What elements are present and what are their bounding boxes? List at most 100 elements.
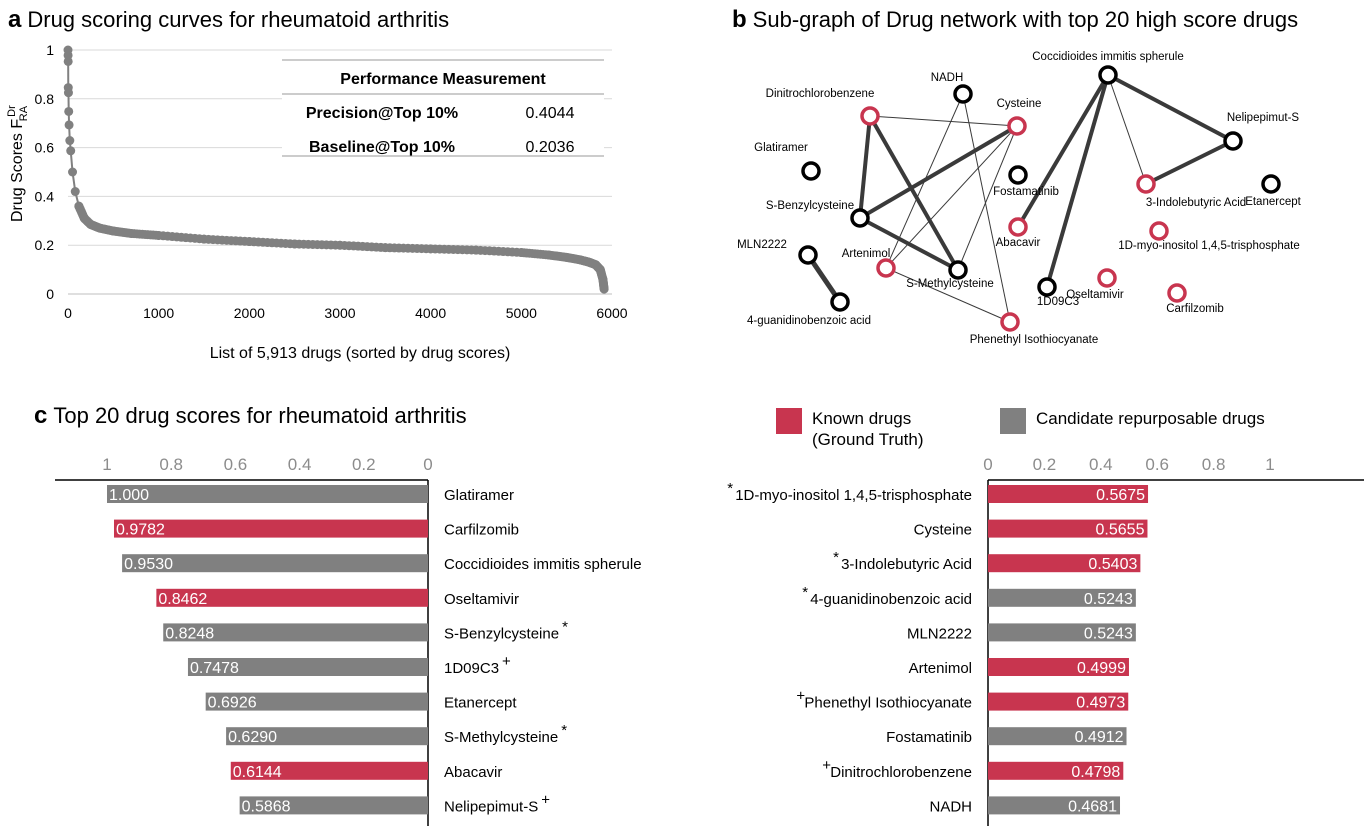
- network-node: [1000, 312, 1020, 332]
- bar-value-label: 0.8462: [158, 591, 207, 608]
- bar-value-label: 0.5243: [1084, 625, 1133, 642]
- network-edge: [957, 125, 1018, 271]
- network-node: [1149, 221, 1169, 241]
- bar-axis-tick-label: 0.2: [1033, 455, 1057, 474]
- network-edge: [1107, 74, 1147, 185]
- bar-axis-tick-label: 0: [423, 455, 432, 474]
- bar-axis-tick-label: 1: [102, 455, 111, 474]
- network-node-label: NADH: [931, 72, 964, 84]
- legend-candidate: Candidate repurposable drugs: [1000, 408, 1265, 434]
- bar-value-label: 0.8248: [165, 625, 214, 642]
- network-edge: [1045, 74, 1110, 288]
- bar-axis-tick-label: 0: [983, 455, 992, 474]
- panel-b-title: b Sub-graph of Drug network with top 20 h…: [732, 6, 1298, 34]
- x-axis-label: List of 5,913 drugs (sorted by drug scor…: [210, 345, 511, 362]
- x-tick-label: 4000: [415, 305, 446, 321]
- category-label: Oseltamivir: [444, 591, 519, 608]
- y-axis-label: Drug Scores FDrRA: [6, 105, 30, 222]
- bar: [156, 588, 428, 607]
- network-node-label: 1D-myo-inositol 1,4,5-trisphosphate: [1118, 240, 1300, 252]
- network-edge: [885, 125, 1018, 269]
- bar: [187, 658, 428, 676]
- category-label: S-Methylcysteine: [444, 729, 558, 746]
- network-edge: [859, 216, 959, 272]
- bar-value-label: 0.4999: [1077, 660, 1126, 677]
- network-node-label: Carfilzomib: [1166, 303, 1224, 315]
- category-label: Coccidioides immitis spherule: [444, 556, 642, 573]
- data-point: [66, 146, 76, 156]
- panel-b-title-text: Sub-graph of Drug network with top 20 hi…: [752, 7, 1299, 32]
- panel-a-title: a Drug scoring curves for rheumatoid arth…: [8, 6, 449, 34]
- category-label: Glatiramer: [444, 487, 514, 504]
- bar: [988, 623, 1136, 642]
- panel-a-letter: a: [8, 6, 22, 33]
- panel-c-title: c Top 20 drug scores for rheumatoid arthr…: [34, 402, 467, 430]
- perf-table-row-value: 0.4044: [526, 105, 575, 122]
- network-edge: [885, 267, 1011, 323]
- bar: [988, 692, 1129, 711]
- category-label: Nelipepimut-S: [444, 798, 538, 815]
- network-node-label: Nelipepimut-S: [1227, 112, 1300, 124]
- network-node-label: S-Methylcysteine: [906, 278, 994, 290]
- bar: [988, 796, 1121, 815]
- bar: [163, 623, 428, 642]
- bar-value-label: 1.000: [109, 487, 149, 504]
- legend-candidate-swatch: [1000, 408, 1026, 434]
- network-node-label: Oseltamivir: [1066, 289, 1124, 301]
- x-tick-label: 2000: [234, 305, 265, 321]
- bar: [226, 727, 428, 746]
- data-point: [65, 136, 75, 146]
- category-label: MLN2222: [907, 625, 972, 642]
- legend-known: Known drugs (Ground Truth): [776, 408, 924, 450]
- network-node: [948, 260, 968, 280]
- bar: [122, 554, 428, 573]
- network-node: [860, 106, 880, 126]
- category-label: S-Benzylcysteine: [444, 625, 559, 642]
- bar-value-label: 0.5868: [242, 798, 291, 815]
- footnote-mark: +: [822, 757, 831, 774]
- bar: [988, 588, 1136, 607]
- bar-value-label: 0.5243: [1084, 591, 1133, 608]
- network-node-label: Etanercept: [1245, 196, 1301, 208]
- score-curve-chart: 0 0.2 0.4 0.6 0.8 1 0 1000 2000 3000 4000 5000 6000 L…: [6, 42, 628, 362]
- category-label: 1D-myo-inositol 1,4,5-trisphosphate: [735, 487, 972, 504]
- x-tick-label: 6000: [596, 305, 627, 321]
- network-node: [1008, 165, 1028, 185]
- footnote-mark: *: [833, 549, 839, 566]
- panel-c-letter: c: [34, 402, 48, 429]
- bar-value-label: 0.9782: [116, 522, 165, 539]
- network-node: [830, 292, 850, 312]
- network-edge: [1145, 139, 1234, 186]
- network-node: [1223, 131, 1243, 151]
- category-label: NADH: [929, 798, 972, 815]
- data-point: [64, 106, 74, 116]
- bar-value-label: 0.6144: [233, 764, 282, 781]
- category-label: 4-guanidinobenzoic acid: [810, 591, 972, 608]
- network-node: [798, 245, 818, 265]
- bar-value-label: 0.4973: [1076, 695, 1125, 712]
- network-edge: [1107, 73, 1234, 143]
- bar-value-label: 0.6290: [228, 729, 277, 746]
- network-edge: [858, 115, 872, 219]
- network-edge: [1016, 73, 1110, 229]
- bar: [230, 761, 428, 780]
- bar: [988, 658, 1129, 676]
- panel-a-title-text: Drug scoring curves for rheumatoid arthr…: [27, 7, 450, 32]
- y-tick-label: 0.4: [35, 188, 55, 204]
- network-node-label: MLN2222: [737, 239, 787, 251]
- network-node-label: Dinitrochlorobenzene: [766, 88, 875, 100]
- network-node: [1008, 217, 1028, 237]
- network-node: [876, 258, 896, 278]
- bar-axis-tick-label: 0.4: [288, 455, 312, 474]
- data-point: [63, 88, 73, 98]
- network-edge: [869, 115, 1018, 127]
- network-node-label: 1D09C3: [1037, 296, 1079, 308]
- data-point: [70, 187, 80, 197]
- bar-axis-tick-label: 0.6: [1145, 455, 1169, 474]
- legend-known-swatch: [776, 408, 802, 434]
- network-node: [1007, 116, 1027, 136]
- perf-table-bg: [282, 60, 604, 160]
- network-node: [1097, 268, 1117, 288]
- category-label: Cysteine: [914, 522, 972, 539]
- x-tick-label: 5000: [506, 305, 537, 321]
